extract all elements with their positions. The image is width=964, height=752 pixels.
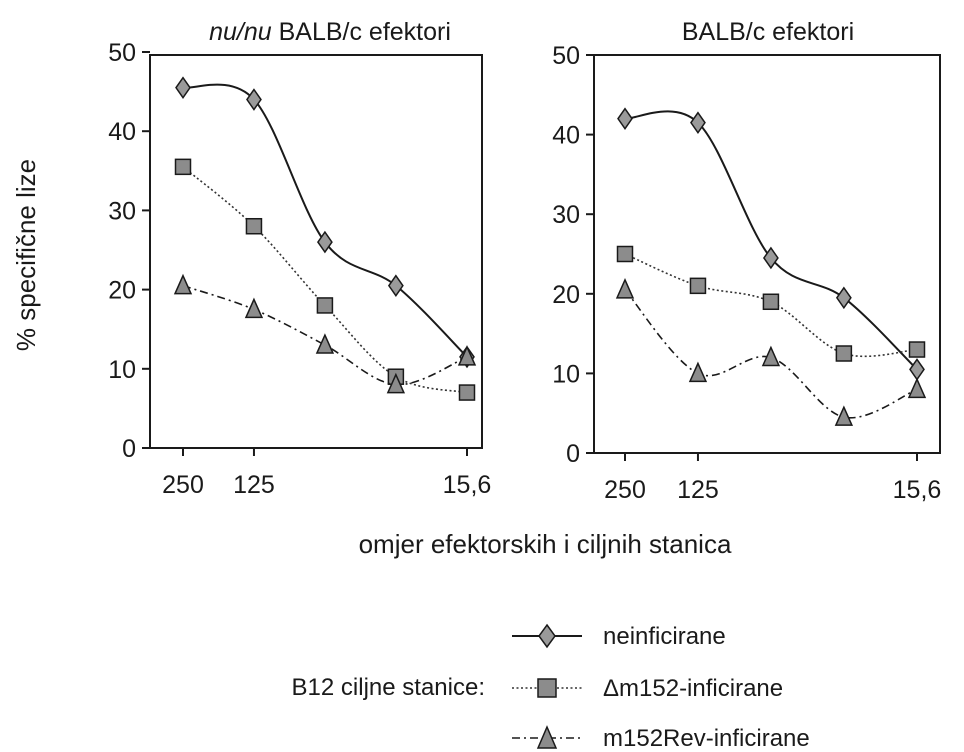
series-line [624,289,918,419]
data-point [761,345,781,367]
data-point [834,405,854,426]
data-point [387,274,404,297]
data-point [690,111,706,134]
x-axis-label: omjer efektorskih i ciljnih stanica [359,529,732,559]
y-tick-label: 50 [552,42,580,70]
y-tick-label: 0 [566,440,580,468]
y-tick-label: 0 [122,435,136,463]
data-point [909,358,925,381]
data-point [316,297,334,314]
x-tick-label: 15,6 [893,476,942,504]
data-point [175,76,191,99]
legend: B12 ciljne stanice: neinficirane Δm152-i… [292,623,810,752]
y-tick-label: 20 [108,277,136,305]
y-tick-label: 30 [108,197,136,225]
data-point [762,293,780,311]
data-point [245,217,263,235]
square-marker-icon [537,678,557,698]
panel-1-title: nu/nu BALB/c efektori [209,18,451,46]
x-tick-label: 125 [233,471,275,499]
x-tick-label: 125 [677,476,719,504]
x-tick-label: 250 [604,476,646,504]
diamond-marker-icon [538,623,556,649]
data-point [244,297,264,319]
y-tick-label: 10 [552,360,580,388]
legend-item-m152rev: m152Rev-inficirane [512,725,810,752]
data-point [907,377,927,399]
x-tick-label: 250 [162,471,204,499]
data-point [688,361,708,383]
triangle-marker-icon [536,725,558,749]
y-tick-label: 50 [108,39,136,67]
panel-1-plot-area [149,54,483,449]
y-tick-label: 40 [552,122,580,150]
data-point [908,341,926,358]
x-tick-label: 15,6 [443,471,492,499]
data-point [174,158,192,176]
y-axis-label: % specifične lize [11,159,41,351]
series-line [182,284,468,386]
legend-item-dm152: Δm152-inficirane [512,675,783,702]
data-point [173,273,193,295]
data-point [458,384,476,401]
series-line [182,166,468,394]
y-tick-label: 40 [108,118,136,146]
legend-item-neinficirane: neinficirane [512,623,726,650]
data-point [246,88,262,111]
y-tick-label: 30 [552,201,580,229]
y-tick-label: 20 [552,281,580,309]
data-point [835,345,853,362]
legend-label: neinficirane [603,623,726,650]
data-point [615,277,635,299]
legend-title: B12 ciljne stanice: [292,674,485,701]
data-point [457,345,477,366]
data-point [386,372,406,394]
y-tick-label: 10 [108,356,136,384]
series-line [624,110,918,371]
series-line [182,83,468,358]
legend-label: m152Rev-inficirane [603,725,810,752]
data-point [616,245,634,263]
panel-2-plot-area [593,54,941,454]
data-point [315,333,335,354]
panel-2-title: BALB/c efektori [682,18,854,46]
data-point [689,277,707,295]
data-point [835,286,852,310]
data-point [617,107,633,130]
data-point [317,230,333,254]
data-point [763,246,779,270]
legend-label: Δm152-inficirane [603,675,783,702]
